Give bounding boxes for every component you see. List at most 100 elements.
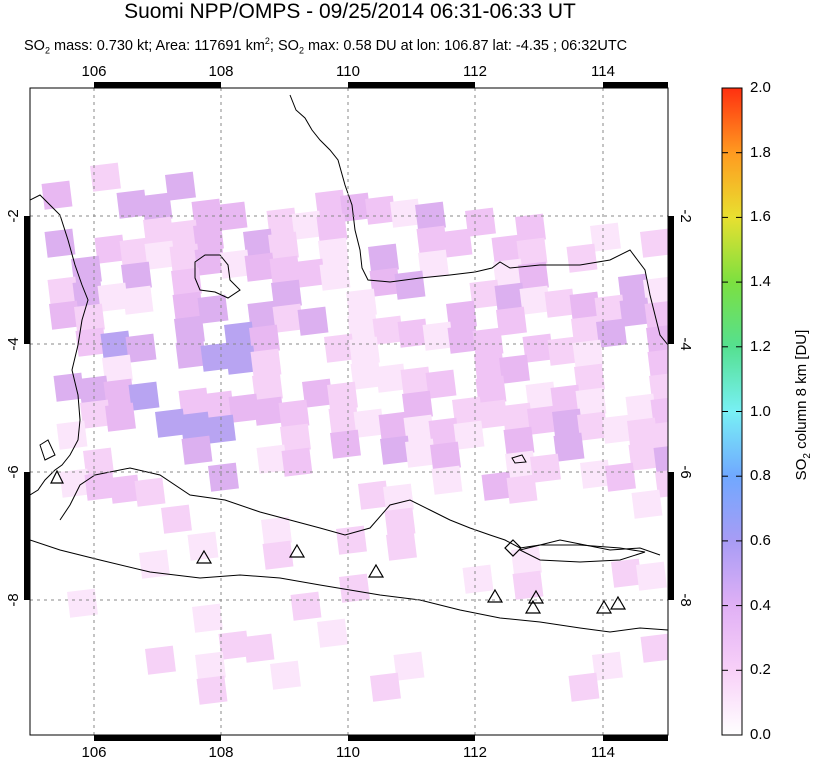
lat-tick-label: -8 xyxy=(677,593,694,606)
so2-pixel xyxy=(574,363,605,393)
so2-pixel xyxy=(568,672,600,702)
so2-pixel xyxy=(164,171,196,201)
so2-pixel xyxy=(278,399,310,429)
bangka-island xyxy=(194,254,241,299)
so2-pixel xyxy=(181,435,213,465)
so2-pixel xyxy=(41,180,73,210)
so2-pixel xyxy=(125,333,157,363)
so2-pixel xyxy=(155,408,186,438)
so2-pixel xyxy=(346,288,377,318)
so2-pixel xyxy=(196,675,228,705)
so2-pixel xyxy=(172,291,204,321)
so2-pixel xyxy=(469,279,501,309)
so2-pixel xyxy=(673,352,704,381)
so2-pixels xyxy=(41,162,714,705)
so2-pixel xyxy=(128,381,160,411)
so2-pixel xyxy=(516,237,548,267)
lon-tick-label: 110 xyxy=(336,63,360,80)
colorbar-tick-label: 0.2 xyxy=(750,661,771,679)
volcano-markers xyxy=(50,469,627,614)
lon-tick-label: 108 xyxy=(208,63,233,80)
so2-pixel xyxy=(441,228,473,258)
so2-pixel xyxy=(249,324,280,354)
so2-pixel xyxy=(631,489,663,519)
so2-pixel xyxy=(571,315,602,345)
so2-pixel xyxy=(119,237,151,267)
so2-pixel xyxy=(262,540,294,570)
so2-pixel xyxy=(652,420,668,450)
so2-pixel xyxy=(252,372,283,402)
so2-pixel xyxy=(178,387,210,417)
so2-pixel xyxy=(122,285,154,315)
triangle-icon xyxy=(527,589,545,604)
so2-pixel xyxy=(472,327,504,357)
so2-pixel xyxy=(266,207,298,237)
triangle-icon xyxy=(195,549,213,564)
so2-pixel xyxy=(590,222,621,252)
so2-pixel xyxy=(161,504,192,534)
lat-tick-label: -4 xyxy=(5,337,22,350)
so2-pixel xyxy=(491,234,523,264)
so2-pixel xyxy=(553,432,585,462)
so2-pixel xyxy=(291,210,323,240)
so2-pixel xyxy=(499,354,530,384)
so2-pixel xyxy=(142,216,174,246)
so2-pixel xyxy=(208,462,239,492)
colorbar-tick-label: 1.4 xyxy=(750,273,771,291)
so2-pixel xyxy=(102,354,133,384)
colorbar-tick-label: 0.4 xyxy=(750,596,771,614)
lat-tick-label: -4 xyxy=(677,337,694,350)
so2-pixel xyxy=(527,405,558,435)
map-subtitle: SO2 mass: 0.730 kt; Area: 117691 km2; SO… xyxy=(24,36,628,56)
so2-pixel xyxy=(294,258,326,288)
so2-pixel xyxy=(53,372,85,402)
so2-pixel xyxy=(145,645,176,675)
so2-pixel xyxy=(522,333,554,363)
colorbar-tick-label: 0.6 xyxy=(750,531,771,549)
so2-pixel xyxy=(317,618,348,648)
so2-pixel xyxy=(319,261,351,291)
lat-labels-left: -2 -4 -6 -8 xyxy=(5,209,22,606)
so2-pixel xyxy=(327,381,358,411)
so2-pixel xyxy=(640,228,668,258)
lon-tick-label: 112 xyxy=(463,63,487,80)
so2-pixel xyxy=(269,255,301,285)
lat-tick-label: -2 xyxy=(5,209,22,222)
so2-pixel xyxy=(596,318,627,348)
so2-pixel xyxy=(225,345,257,375)
so2-pixel xyxy=(566,243,598,273)
so2-pixel xyxy=(636,561,667,591)
so2-pixel xyxy=(256,444,288,474)
so2-pixel xyxy=(141,192,173,222)
lon-tick-label: 110 xyxy=(336,744,360,759)
so2-pixel xyxy=(134,477,166,507)
so2-pixel xyxy=(592,651,623,681)
so2-pixel xyxy=(314,189,346,219)
so2-pixel xyxy=(316,213,348,243)
so2-pixel xyxy=(386,531,417,561)
lat-tick-label: -2 xyxy=(677,209,694,222)
so2-pixel xyxy=(105,402,136,432)
triangle-icon xyxy=(609,595,627,610)
so2-pixel xyxy=(519,285,551,315)
so2-pixel xyxy=(383,483,414,513)
java-north-coast xyxy=(59,467,661,556)
so2-pixel xyxy=(330,429,361,459)
so2-pixel xyxy=(416,225,448,255)
so2-pixel xyxy=(281,447,313,477)
so2-pixel xyxy=(174,315,205,345)
so2-pixel xyxy=(121,261,152,291)
so2-pixel xyxy=(103,378,135,408)
so2-pixel xyxy=(619,297,651,327)
so2-pixel xyxy=(280,423,311,453)
so2-pixel xyxy=(75,327,107,357)
so2-pixel xyxy=(67,588,98,618)
so2-pixel xyxy=(390,198,421,228)
so2-pixel xyxy=(336,525,367,555)
so2-pixel xyxy=(683,520,714,549)
so2-pixel xyxy=(646,324,668,354)
colorbar-tick-label: 0.8 xyxy=(750,467,771,485)
so2-pixel xyxy=(116,189,148,219)
lon-tick-label: 112 xyxy=(463,744,487,759)
so2-pixel xyxy=(48,300,80,330)
